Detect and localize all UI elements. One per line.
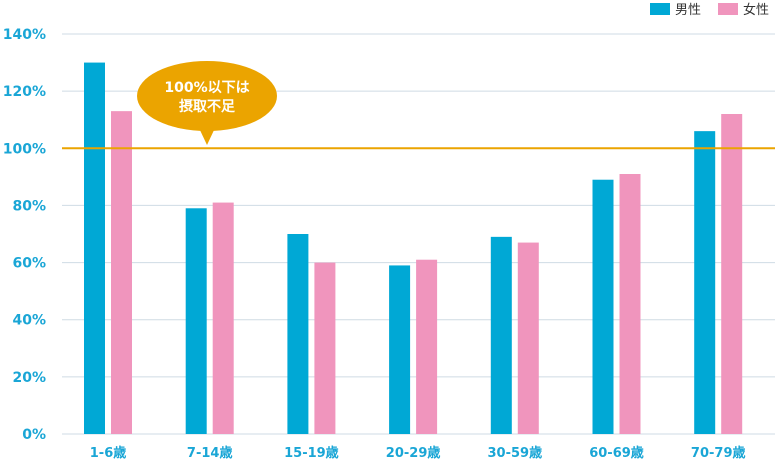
x-tick-label: 1-6歳 <box>90 445 127 460</box>
y-tick-label: 20% <box>12 370 46 386</box>
annotation-line-2: 摂取不足 <box>179 98 236 115</box>
bar-male <box>694 131 716 434</box>
bar-female <box>212 202 234 434</box>
x-axis: 1-6歳 7-14歳 15-19歳 20-29歳 30-59歳 60-69歳 70-79歳 <box>90 445 746 460</box>
legend-label-male: 男性 <box>675 3 701 18</box>
x-tick-label: 60-69歳 <box>589 445 644 460</box>
bar-male <box>287 234 309 434</box>
y-tick-label: 0% <box>22 427 46 443</box>
x-tick-label: 70-79歳 <box>691 445 746 460</box>
legend-swatch-female <box>718 3 738 15</box>
bar-female <box>517 242 539 434</box>
bars <box>84 62 743 435</box>
bubble-tail <box>199 128 215 145</box>
x-tick-label: 7-14歳 <box>187 445 233 460</box>
bar-female <box>619 174 641 434</box>
bar-male <box>84 62 105 434</box>
bar-male <box>592 179 614 434</box>
bar-female <box>721 114 743 434</box>
annotation-line-1: 100%以下は <box>164 80 249 96</box>
bar-male <box>185 208 207 434</box>
x-tick-label: 30-59歳 <box>488 445 543 460</box>
y-tick-label: 140% <box>3 27 46 43</box>
legend: 男性 女性 <box>650 2 769 18</box>
bar-male <box>490 236 512 434</box>
bar-female <box>314 262 336 434</box>
x-tick-label: 20-29歳 <box>386 445 441 460</box>
legend-swatch-male <box>650 3 670 15</box>
y-tick-label: 60% <box>12 256 46 272</box>
y-tick-label: 120% <box>3 84 46 100</box>
y-axis: 0% 20% 40% 60% 80% 100% 120% 140% <box>3 27 46 443</box>
y-tick-label: 80% <box>12 198 46 214</box>
y-tick-label: 40% <box>12 313 46 329</box>
bar-male <box>389 265 411 434</box>
bar-female <box>416 259 438 434</box>
bar-female <box>111 111 132 435</box>
bubble-shape <box>137 61 277 131</box>
x-tick-label: 15-19歳 <box>284 445 339 460</box>
annotation-bubble: 100%以下は 摂取不足 <box>137 61 277 145</box>
y-tick-label: 100% <box>3 141 46 157</box>
legend-label-female: 女性 <box>743 2 769 18</box>
